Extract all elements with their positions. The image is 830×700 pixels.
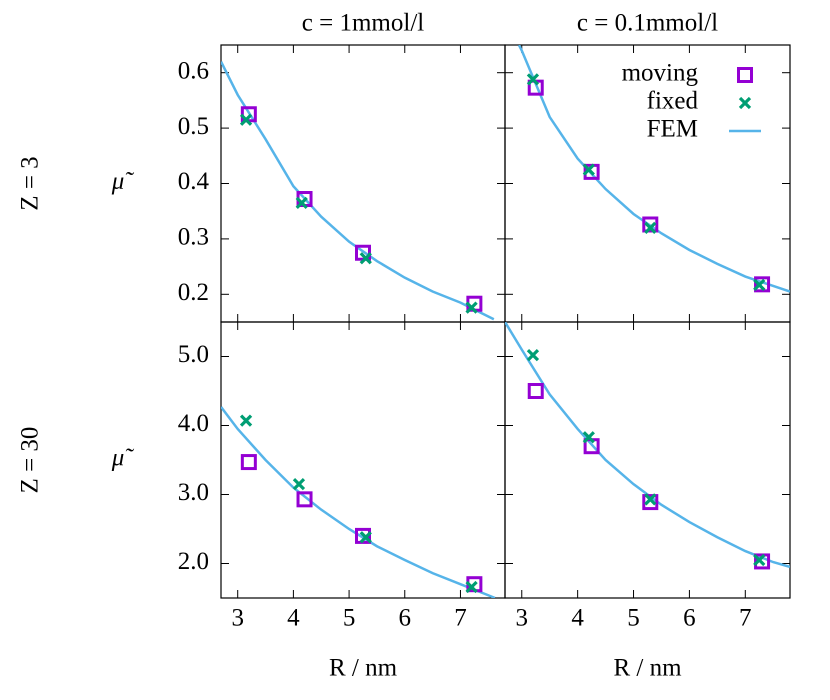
cross-marker bbox=[644, 221, 657, 234]
y-tick-label: 5.0 bbox=[178, 341, 209, 368]
cross-marker bbox=[465, 301, 478, 314]
y-tick-label: 4.0 bbox=[178, 410, 209, 437]
legend-marker bbox=[738, 96, 752, 110]
plot-frame bbox=[220, 44, 506, 323]
x-tick-label: 3 bbox=[516, 605, 529, 632]
legend-label: FEM bbox=[647, 116, 698, 143]
cross-marker bbox=[359, 531, 372, 544]
y-tick-label: 3.0 bbox=[178, 479, 209, 506]
cross-marker bbox=[239, 113, 253, 126]
x-tick-label: 6 bbox=[399, 605, 412, 632]
row-label: Z = 3 bbox=[17, 156, 44, 210]
y-axis-label: μ̃ bbox=[111, 445, 135, 472]
square-marker bbox=[527, 383, 544, 399]
cross-marker bbox=[295, 196, 308, 210]
square-marker bbox=[642, 494, 659, 511]
x-tick-label: 7 bbox=[454, 605, 467, 632]
y-tick-label: 0.2 bbox=[178, 279, 209, 306]
fem-line bbox=[221, 61, 495, 321]
x-tick-label: 6 bbox=[683, 605, 696, 632]
cross-marker bbox=[239, 414, 253, 427]
legend-label: fixed bbox=[647, 88, 699, 115]
y-tick-label: 0.6 bbox=[178, 57, 209, 84]
x-tick-label: 4 bbox=[571, 605, 584, 632]
square-marker bbox=[296, 491, 313, 508]
square-marker bbox=[642, 216, 659, 233]
x-tick-label: 7 bbox=[739, 605, 752, 632]
y-tick-label: 0.4 bbox=[178, 168, 210, 195]
y-tick-label: 2.0 bbox=[178, 548, 209, 575]
x-tick-label: 4 bbox=[287, 605, 300, 632]
plot-area bbox=[221, 406, 496, 598]
row-label: Z = 30 bbox=[17, 427, 44, 494]
cross-marker bbox=[526, 73, 540, 86]
x-tick-label: 3 bbox=[231, 605, 244, 632]
fem-line bbox=[221, 406, 496, 598]
cross-marker bbox=[359, 252, 372, 265]
x-axis-label: R / nm bbox=[613, 655, 682, 682]
square-marker bbox=[754, 553, 771, 570]
x-tick-label: 5 bbox=[627, 605, 640, 632]
plot-frame bbox=[220, 321, 506, 599]
y-axis-label: μ̃ bbox=[111, 168, 135, 195]
cross-marker bbox=[292, 478, 306, 491]
cross-marker bbox=[753, 278, 766, 292]
cross-marker bbox=[582, 431, 595, 444]
cross-marker bbox=[582, 163, 595, 176]
legend-label: moving bbox=[622, 60, 699, 87]
cross-marker bbox=[526, 348, 540, 362]
fem-line bbox=[505, 322, 790, 569]
cross-marker bbox=[465, 580, 478, 594]
cross-marker bbox=[753, 553, 766, 567]
plot-area bbox=[221, 61, 495, 321]
plot-frame bbox=[504, 321, 791, 599]
square-marker bbox=[754, 276, 771, 293]
plot-area bbox=[505, 322, 790, 570]
x-axis-label: R / nm bbox=[329, 655, 398, 682]
y-tick-label: 0.3 bbox=[178, 224, 209, 251]
panel-title: c = 0.1mmol/l bbox=[577, 10, 718, 37]
y-tick-label: 0.5 bbox=[178, 113, 209, 140]
plot-area bbox=[517, 45, 790, 293]
square-marker bbox=[240, 454, 257, 471]
panel-title: c = 1mmol/l bbox=[302, 10, 424, 37]
legend-marker bbox=[737, 67, 753, 83]
square-marker bbox=[355, 527, 371, 544]
x-tick-label: 5 bbox=[343, 605, 356, 632]
cross-marker bbox=[644, 493, 657, 506]
